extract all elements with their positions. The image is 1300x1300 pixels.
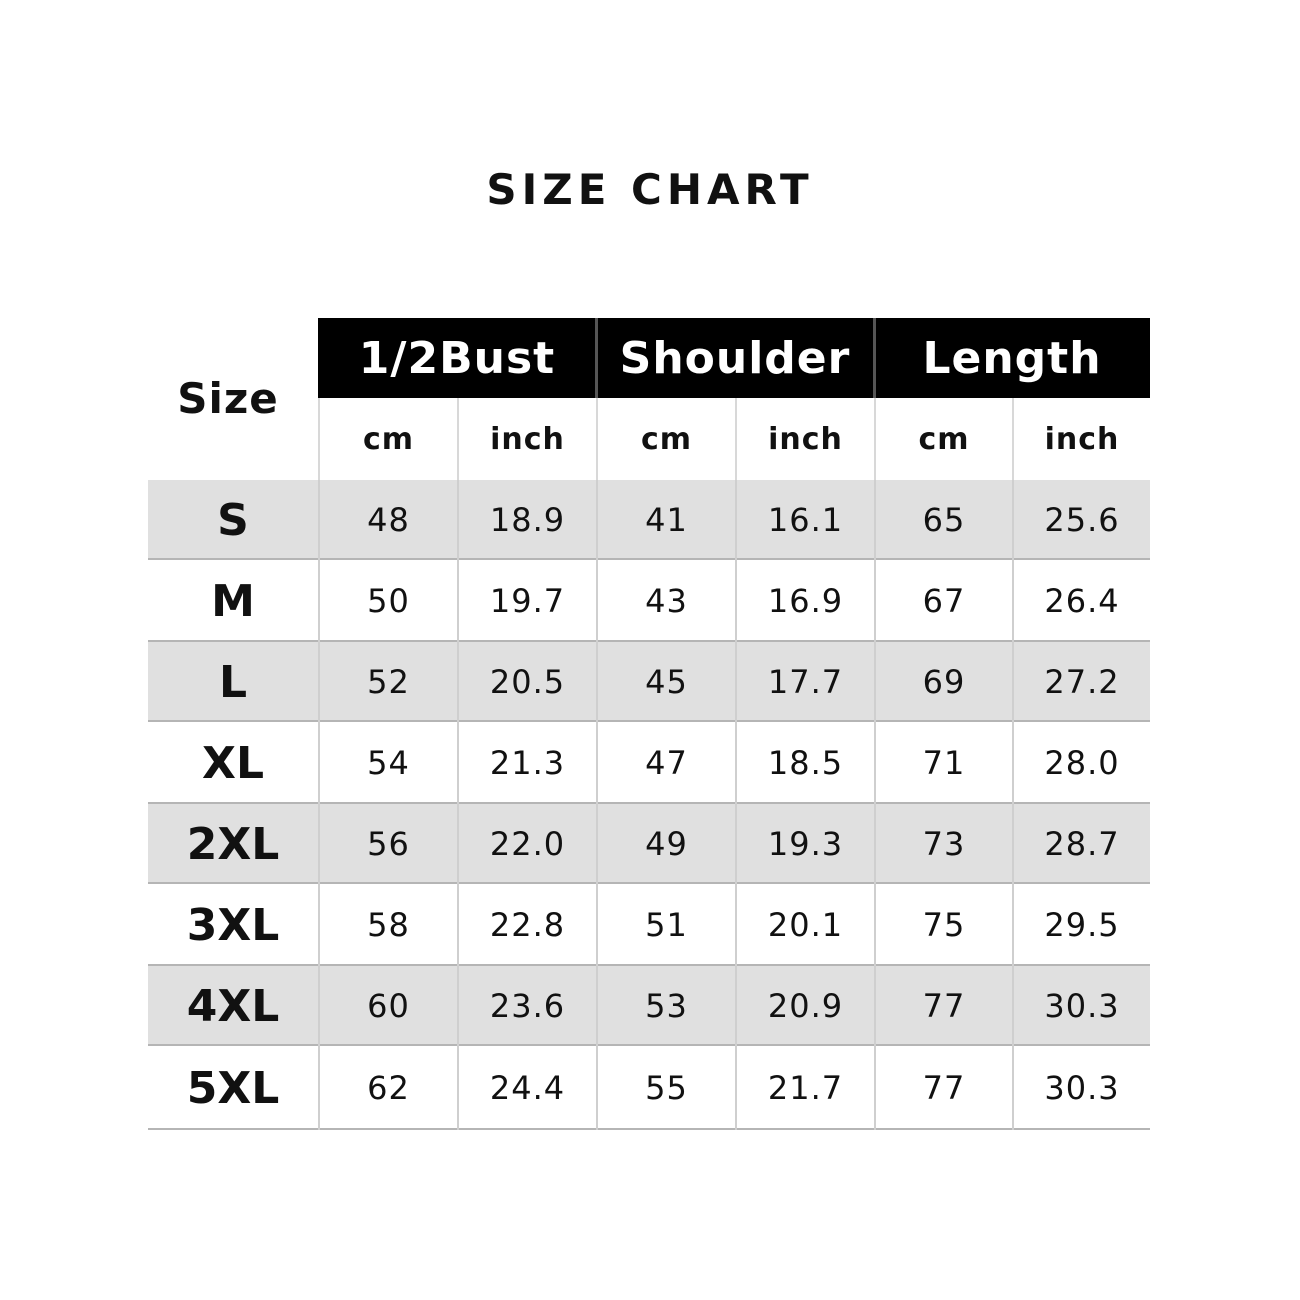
table-row — [148, 804, 1150, 884]
table-cell: 19.3 — [735, 804, 874, 884]
size-label: 3XL — [186, 899, 280, 951]
table-cell: 20.9 — [735, 966, 874, 1046]
table-cell: 77 — [874, 966, 1012, 1046]
table-row — [148, 642, 1150, 722]
table-cell: 73 — [874, 804, 1012, 884]
group-header-1: Shoulder — [596, 318, 874, 398]
table-cell: 65 — [874, 480, 1012, 560]
table-row — [148, 480, 1150, 560]
table-cell: 55 — [596, 1046, 735, 1130]
table-cell: 77 — [874, 1046, 1012, 1130]
table-cell: 62 — [318, 1046, 457, 1130]
table-cell: 17.7 — [735, 642, 874, 722]
table-cell: 30.3 — [1012, 966, 1150, 1046]
table-cell: 45 — [596, 642, 735, 722]
table-row — [148, 884, 1150, 966]
table-cell: 52 — [318, 642, 457, 722]
unit-header-5: inch — [1012, 398, 1150, 480]
unit-header-0: cm — [318, 398, 457, 480]
table-cell: 28.7 — [1012, 804, 1150, 884]
group-header-0: 1/2Bust — [318, 318, 596, 398]
table-cell: 24.4 — [457, 1046, 596, 1130]
table-cell: 69 — [874, 642, 1012, 722]
size-header: Size — [177, 373, 279, 423]
table-cell: 18.5 — [735, 722, 874, 804]
table-cell: 47 — [596, 722, 735, 804]
table-cell: 23.6 — [457, 966, 596, 1046]
table-cell: 25.6 — [1012, 480, 1150, 560]
header-divider — [595, 318, 598, 398]
table-cell: 16.9 — [735, 560, 874, 642]
group-header-2: Length — [874, 318, 1150, 398]
table-cell: 29.5 — [1012, 884, 1150, 966]
size-label: 5XL — [186, 1062, 280, 1114]
table-cell: 22.8 — [457, 884, 596, 966]
size-label: L — [218, 656, 248, 708]
page-title: SIZE CHART — [486, 165, 814, 214]
table-cell: 28.0 — [1012, 722, 1150, 804]
table-cell: 67 — [874, 560, 1012, 642]
table-row — [148, 966, 1150, 1046]
size-label: 2XL — [186, 818, 280, 870]
table-cell: 19.7 — [457, 560, 596, 642]
unit-header-1: inch — [457, 398, 596, 480]
table-cell: 20.5 — [457, 642, 596, 722]
unit-header-4: cm — [874, 398, 1012, 480]
table-cell: 30.3 — [1012, 1046, 1150, 1130]
size-label: 4XL — [186, 980, 280, 1032]
table-cell: 75 — [874, 884, 1012, 966]
table-cell: 21.3 — [457, 722, 596, 804]
table-cell: 20.1 — [735, 884, 874, 966]
table-cell: 21.7 — [735, 1046, 874, 1130]
table-cell: 53 — [596, 966, 735, 1046]
table-cell: 22.0 — [457, 804, 596, 884]
table-cell: 48 — [318, 480, 457, 560]
table-cell: 27.2 — [1012, 642, 1150, 722]
table-cell: 56 — [318, 804, 457, 884]
table-cell: 58 — [318, 884, 457, 966]
table-cell: 51 — [596, 884, 735, 966]
table-cell: 18.9 — [457, 480, 596, 560]
header-divider — [873, 318, 876, 398]
table-row — [148, 560, 1150, 642]
table-cell: 43 — [596, 560, 735, 642]
table-cell: 54 — [318, 722, 457, 804]
size-label: M — [211, 575, 255, 627]
table-row — [148, 1046, 1150, 1130]
table-cell: 71 — [874, 722, 1012, 804]
size-label: XL — [202, 737, 264, 789]
size-label: S — [217, 494, 249, 546]
table-cell: 41 — [596, 480, 735, 560]
table-cell: 26.4 — [1012, 560, 1150, 642]
table-cell: 49 — [596, 804, 735, 884]
unit-header-3: inch — [735, 398, 874, 480]
table-cell: 16.1 — [735, 480, 874, 560]
table-cell: 60 — [318, 966, 457, 1046]
unit-header-2: cm — [596, 398, 735, 480]
table-row — [148, 722, 1150, 804]
table-cell: 50 — [318, 560, 457, 642]
